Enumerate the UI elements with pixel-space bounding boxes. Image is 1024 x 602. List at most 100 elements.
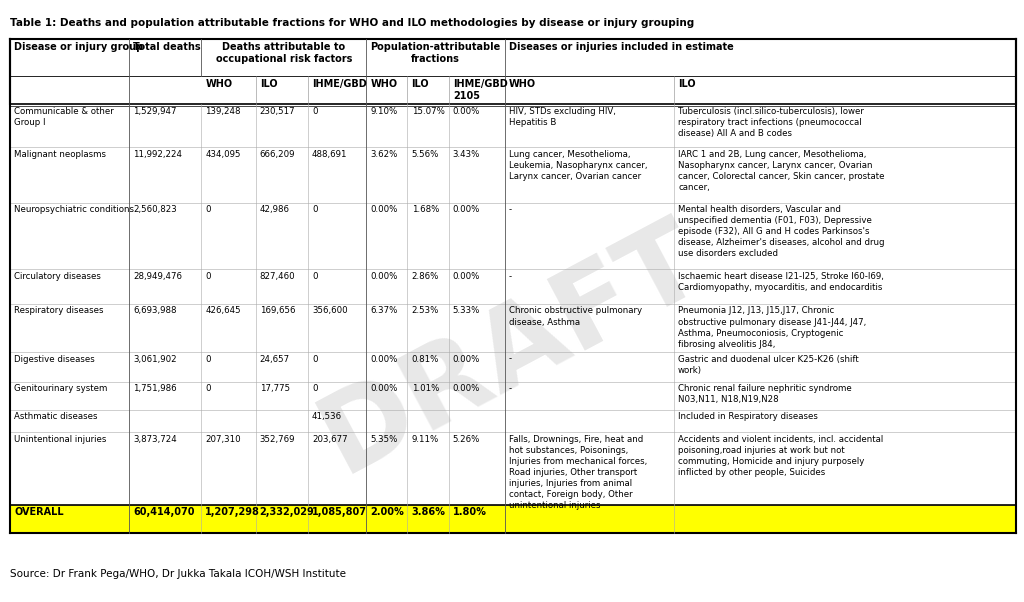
Text: 230,517: 230,517 (260, 107, 295, 116)
Text: 1.01%: 1.01% (412, 384, 439, 393)
Text: 9.10%: 9.10% (371, 107, 397, 116)
Text: 827,460: 827,460 (260, 272, 295, 281)
Text: 3,873,724: 3,873,724 (133, 435, 177, 444)
Text: 2.53%: 2.53% (412, 306, 439, 315)
Text: ILO: ILO (678, 78, 695, 88)
Text: Population-attributable
fractions: Population-attributable fractions (371, 42, 501, 64)
Polygon shape (10, 39, 1016, 76)
Text: Included in Respiratory diseases: Included in Respiratory diseases (678, 412, 818, 421)
Text: 0: 0 (206, 355, 211, 364)
Text: 60,414,070: 60,414,070 (133, 507, 195, 517)
Text: Ischaemic heart disease I21-I25, Stroke I60-I69,
Cardiomyopathy, myocarditis, an: Ischaemic heart disease I21-I25, Stroke … (678, 272, 884, 292)
Text: Mental health disorders, Vascular and
unspecified dementia (F01, F03), Depressiv: Mental health disorders, Vascular and un… (678, 205, 885, 258)
Text: 5.56%: 5.56% (412, 149, 439, 158)
Text: 3.43%: 3.43% (453, 149, 480, 158)
Text: 28,949,476: 28,949,476 (133, 272, 182, 281)
Text: 11,992,224: 11,992,224 (133, 149, 182, 158)
Text: WHO: WHO (206, 78, 232, 88)
Text: Malignant neoplasms: Malignant neoplasms (14, 149, 106, 158)
Text: 6,693,988: 6,693,988 (133, 306, 176, 315)
Text: 1.68%: 1.68% (412, 205, 439, 214)
Text: 5.26%: 5.26% (453, 435, 480, 444)
Text: 1,751,986: 1,751,986 (133, 384, 176, 393)
Text: 0.00%: 0.00% (453, 355, 480, 364)
Text: 1,207,298: 1,207,298 (206, 507, 260, 517)
Text: 0.00%: 0.00% (453, 205, 480, 214)
Text: IHME/GBD
2105: IHME/GBD 2105 (453, 78, 508, 101)
Text: 2,332,029: 2,332,029 (260, 507, 314, 517)
Text: 42,986: 42,986 (260, 205, 290, 214)
Text: Chronic obstructive pulmonary
disease, Asthma: Chronic obstructive pulmonary disease, A… (509, 306, 642, 327)
Text: Genitourinary system: Genitourinary system (14, 384, 108, 393)
Polygon shape (10, 504, 1016, 533)
Text: WHO: WHO (509, 78, 537, 88)
Text: Diseases or injuries included in estimate: Diseases or injuries included in estimat… (509, 42, 734, 52)
Text: 15.07%: 15.07% (412, 107, 444, 116)
Text: 0: 0 (312, 205, 317, 214)
Polygon shape (10, 76, 1016, 104)
Text: IARC 1 and 2B, Lung cancer, Mesothelioma,
Nasopharynx cancer, Larynx cancer, Ova: IARC 1 and 2B, Lung cancer, Mesothelioma… (678, 149, 885, 192)
Text: Total deaths: Total deaths (133, 42, 201, 52)
Text: 139,248: 139,248 (206, 107, 241, 116)
Text: 17,775: 17,775 (260, 384, 290, 393)
Text: 0: 0 (206, 205, 211, 214)
Text: HIV, STDs excluding HIV,
Hepatitis B: HIV, STDs excluding HIV, Hepatitis B (509, 107, 616, 127)
Text: 488,691: 488,691 (312, 149, 347, 158)
Text: 0.00%: 0.00% (371, 355, 397, 364)
Text: 3,061,902: 3,061,902 (133, 355, 176, 364)
Text: 666,209: 666,209 (260, 149, 295, 158)
Text: Pneumonia J12, J13, J15,J17, Chronic
obstructive pulmonary disease J41-J44, J47,: Pneumonia J12, J13, J15,J17, Chronic obs… (678, 306, 866, 349)
Text: 1,085,807: 1,085,807 (312, 507, 367, 517)
Text: ILO: ILO (260, 78, 278, 88)
Text: 352,769: 352,769 (260, 435, 295, 444)
Text: 0: 0 (312, 384, 317, 393)
Text: 203,677: 203,677 (312, 435, 347, 444)
Text: 6.37%: 6.37% (371, 306, 397, 315)
Text: Source: Dr Frank Pega/WHO, Dr Jukka Takala ICOH/WSH Institute: Source: Dr Frank Pega/WHO, Dr Jukka Taka… (10, 569, 346, 579)
Text: Digestive diseases: Digestive diseases (14, 355, 95, 364)
Text: 0.00%: 0.00% (371, 272, 397, 281)
Text: 2,560,823: 2,560,823 (133, 205, 177, 214)
Text: Table 1: Deaths and population attributable fractions for WHO and ILO methodolog: Table 1: Deaths and population attributa… (10, 18, 694, 28)
Text: 2.86%: 2.86% (412, 272, 439, 281)
Text: Falls, Drownings, Fire, heat and
hot substances, Poisonings,
Injuries from mecha: Falls, Drownings, Fire, heat and hot sub… (509, 435, 647, 510)
Text: 207,310: 207,310 (206, 435, 241, 444)
Text: Unintentional injuries: Unintentional injuries (14, 435, 106, 444)
Text: 0: 0 (206, 384, 211, 393)
Text: -: - (509, 272, 512, 281)
Text: DRAFT: DRAFT (303, 204, 721, 494)
Text: WHO: WHO (371, 78, 397, 88)
Text: 0.00%: 0.00% (453, 384, 480, 393)
Text: Tuberculosis (incl.silico-tuberculosis), lower
respiratory tract infections (pne: Tuberculosis (incl.silico-tuberculosis),… (678, 107, 864, 138)
Text: Accidents and violent incidents, incl. accidental
poisoning,road injuries at wor: Accidents and violent incidents, incl. a… (678, 435, 884, 477)
Text: Circulatory diseases: Circulatory diseases (14, 272, 101, 281)
Text: 0: 0 (206, 272, 211, 281)
Text: Deaths attributable to
occupational risk factors: Deaths attributable to occupational risk… (216, 42, 352, 64)
Text: -: - (509, 355, 512, 364)
Text: 1,529,947: 1,529,947 (133, 107, 176, 116)
Text: 356,600: 356,600 (312, 306, 347, 315)
Text: -: - (509, 205, 512, 214)
Text: Respiratory diseases: Respiratory diseases (14, 306, 103, 315)
Text: Neuropsychiatric conditions: Neuropsychiatric conditions (14, 205, 134, 214)
Text: 0.00%: 0.00% (453, 107, 480, 116)
Text: Asthmatic diseases: Asthmatic diseases (14, 412, 98, 421)
Text: Lung cancer, Mesothelioma,
Leukemia, Nasopharynx cancer,
Larynx cancer, Ovarian : Lung cancer, Mesothelioma, Leukemia, Nas… (509, 149, 647, 181)
Text: -: - (509, 384, 512, 393)
Text: 1.80%: 1.80% (453, 507, 486, 517)
Text: 2.00%: 2.00% (371, 507, 404, 517)
Text: ILO: ILO (412, 78, 429, 88)
Text: 5.35%: 5.35% (371, 435, 397, 444)
Text: 3.86%: 3.86% (412, 507, 445, 517)
Text: IHME/GBD: IHME/GBD (312, 78, 367, 88)
Text: 169,656: 169,656 (260, 306, 295, 315)
Text: 5.33%: 5.33% (453, 306, 480, 315)
Text: 24,657: 24,657 (260, 355, 290, 364)
Text: Gastric and duodenal ulcer K25-K26 (shift
work): Gastric and duodenal ulcer K25-K26 (shif… (678, 355, 859, 374)
Text: Communicable & other
Group I: Communicable & other Group I (14, 107, 114, 127)
Text: 0.00%: 0.00% (371, 205, 397, 214)
Text: Disease or injury group: Disease or injury group (14, 42, 143, 52)
Text: 41,536: 41,536 (312, 412, 342, 421)
Text: 426,645: 426,645 (206, 306, 241, 315)
Text: 0.81%: 0.81% (412, 355, 439, 364)
